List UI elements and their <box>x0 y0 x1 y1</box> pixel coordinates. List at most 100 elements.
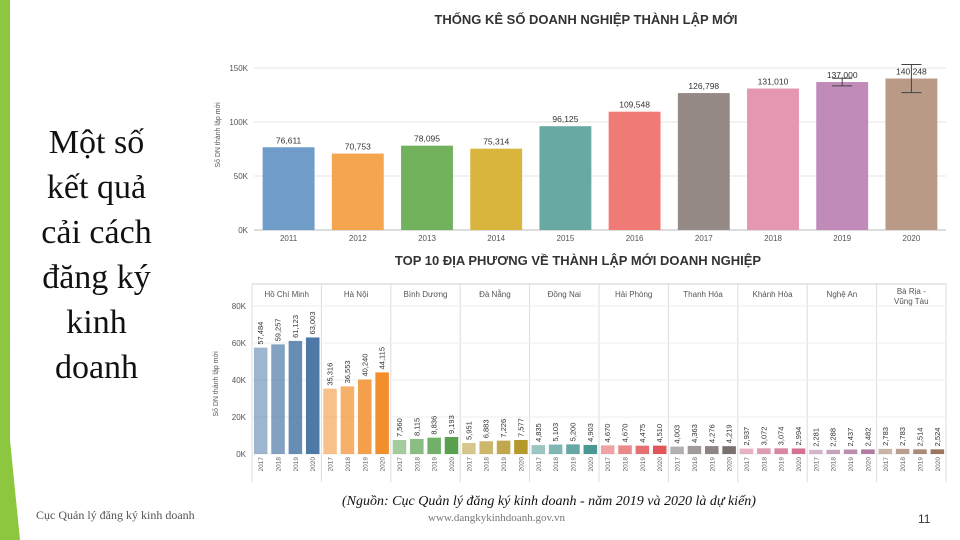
chart2-value-label: 2,514 <box>915 428 924 447</box>
chart2-value-label: 2,524 <box>933 428 942 447</box>
chart2-bar <box>444 436 459 454</box>
chart2-bar <box>323 388 337 454</box>
chart1-value-label: 126,798 <box>688 81 719 91</box>
chart2-year-label: 2018 <box>276 457 283 472</box>
chart2-bar <box>514 439 528 454</box>
chart2-value-label: 2,482 <box>863 428 872 447</box>
chart2-year-label: 2018 <box>692 457 699 472</box>
chart2-year-label: 2018 <box>553 457 560 472</box>
chart2-year-label: 2019 <box>362 457 369 472</box>
chart2-value-label: 3,074 <box>777 427 786 446</box>
chart2-bar <box>271 344 285 454</box>
chart2-value-label: 8,115 <box>412 418 421 436</box>
chart1-y-ticks: 0K 50K 100K 150K <box>229 64 248 235</box>
chart2-bar <box>253 347 268 454</box>
website-link[interactable]: www.dangkykinhdoanh.gov.vn <box>428 512 565 524</box>
chart2-value-label: 4,363 <box>690 424 699 443</box>
chart2-value-label: 4,475 <box>638 424 647 443</box>
chart2-bar <box>305 337 320 454</box>
footer-organization: Cục Quản lý đăng ký kinh doanh <box>36 508 195 522</box>
chart1-value-label: 76,611 <box>276 135 302 145</box>
chart2-bar <box>687 445 702 454</box>
chart2-province-header: Hồ Chí Minh <box>264 290 308 299</box>
chart1-value-label: 137,000 <box>827 70 858 80</box>
chart2-value-label: 4,510 <box>655 424 664 443</box>
chart1-bar-2020 <box>885 78 938 230</box>
chart2-bar <box>861 449 875 454</box>
chart1-y-tick: 0K <box>238 226 248 235</box>
chart2-bar <box>340 386 355 454</box>
accent-triangle <box>0 340 20 540</box>
chart-new-enterprises: THỐNG KÊ SỐ DOANH NGHIỆP THÀNH LẬP MỚI S… <box>213 12 946 243</box>
chart1-bar-2015 <box>539 126 592 230</box>
chart2-year-label: 2020 <box>449 457 456 472</box>
chart2-bar <box>809 449 823 454</box>
chart2-value-label: 4,219 <box>725 424 734 443</box>
chart1-bar-2012 <box>331 153 384 230</box>
chart2-value-label: 4,003 <box>673 425 682 444</box>
chart2-year-label: 2019 <box>917 457 924 472</box>
chart2-province-header: Đà Nẵng <box>479 290 511 299</box>
chart2-bar <box>618 445 632 454</box>
chart2-value-label: 4,903 <box>586 423 595 442</box>
chart1-value-label: 109,548 <box>619 100 650 110</box>
chart2-province-header: Hà Nội <box>344 290 369 299</box>
chart2-bar <box>913 449 927 454</box>
chart2-year-label: 2018 <box>761 457 768 472</box>
chart2-year-label: 2017 <box>675 457 682 472</box>
chart1-x-tick: 2011 <box>280 234 298 243</box>
chart1-y-tick: 50K <box>234 172 249 181</box>
chart2-year-label: 2018 <box>900 457 907 472</box>
chart2-y-ticks: 0K 20K 40K 60K 80K <box>232 302 247 459</box>
chart1-x-ticks: 2011 2012 2013 2014 2015 2016 2017 2018 2019 2020 <box>280 234 921 243</box>
chart1-x-tick: 2018 <box>764 234 782 243</box>
chart1-error-bars <box>832 63 922 94</box>
chart2-year-label: 2017 <box>605 457 612 472</box>
chart2-year-label: 2019 <box>640 457 647 472</box>
chart1-y-tick: 150K <box>229 64 248 73</box>
chart2-year-label: 2017 <box>466 457 473 472</box>
chart1-x-tick: 2017 <box>695 234 713 243</box>
chart2-value-labels: 57,484 59,257 61,123 63,003 35,316 36,553 40,2… <box>256 311 942 446</box>
chart2-year-label: 2020 <box>796 457 803 472</box>
chart2-bar <box>462 442 476 454</box>
chart1-bar-2018 <box>747 88 799 230</box>
chart2-year-label: 2019 <box>848 457 855 472</box>
chart2-province-header: Thanh Hóa <box>683 290 723 299</box>
chart2-year-label: 2018 <box>414 457 421 472</box>
chart1-title: THỐNG KÊ SỐ DOANH NGHIỆP THÀNH LẬP MỚI <box>434 12 737 27</box>
chart1-bar-2016 <box>608 111 661 230</box>
chart1-bar-2011 <box>262 147 315 230</box>
chart2-province-header: Nghệ An <box>827 290 858 299</box>
chart1-bars <box>262 78 938 230</box>
chart2-province-header: Đồng Nai <box>548 290 582 299</box>
chart2-year-label: 2017 <box>328 457 335 472</box>
chart1-x-tick: 2013 <box>418 234 436 243</box>
chart2-value-label: 7,226 <box>499 419 508 438</box>
chart2-bar <box>635 445 650 454</box>
chart1-x-tick: 2015 <box>557 234 575 243</box>
chart2-year-label: 2020 <box>935 457 942 472</box>
chart2-bar <box>652 445 667 454</box>
chart2-bar <box>895 448 910 454</box>
chart2-year-label: 2019 <box>293 457 300 472</box>
chart2-value-label: 61,123 <box>291 315 300 338</box>
chart1-value-label: 96,125 <box>552 114 578 124</box>
chart1-bar-2017 <box>677 93 730 230</box>
chart2-year-label: 2018 <box>345 457 352 472</box>
chart2-bar <box>739 448 754 454</box>
chart2-value-label: 3,072 <box>759 427 768 446</box>
chart2-value-label: 2,281 <box>811 428 820 447</box>
chart2-bar <box>479 441 493 454</box>
chart2-value-label: 7,577 <box>516 418 525 437</box>
chart1-x-tick: 2012 <box>349 234 367 243</box>
chart2-year-labels: 2017 2018 2019 2020 2017 2018 2019 2020 2017 2018… <box>258 457 942 472</box>
chart2-province-header: Khánh Hòa <box>752 290 793 299</box>
chart2-value-label: 40,240 <box>360 354 369 377</box>
chart1-x-tick: 2019 <box>833 234 851 243</box>
chart2-year-label: 2017 <box>536 457 543 472</box>
chart2-value-label: 5,103 <box>551 423 560 442</box>
chart1-value-label: 78,095 <box>414 134 440 144</box>
chart2-bar <box>288 340 303 454</box>
source-note: (Nguồn: Cục Quản lý đăng ký kinh doanh -… <box>342 494 756 509</box>
